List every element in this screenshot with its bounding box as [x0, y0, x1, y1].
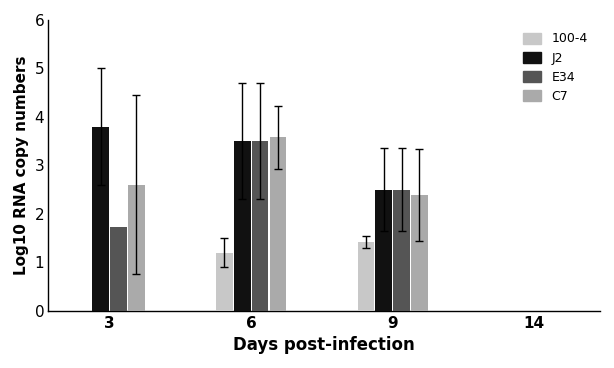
Bar	[270, 137, 286, 311]
X-axis label: Days post-infection: Days post-infection	[233, 336, 415, 354]
Bar	[234, 141, 251, 311]
Bar	[375, 190, 392, 311]
Bar	[216, 252, 233, 311]
Bar	[111, 227, 127, 311]
Bar	[93, 127, 109, 311]
Legend: 100-4, J2, E34, C7: 100-4, J2, E34, C7	[516, 26, 594, 109]
Bar	[252, 141, 268, 311]
Y-axis label: Log10 RNA copy numbers: Log10 RNA copy numbers	[14, 56, 29, 275]
Bar	[128, 185, 145, 311]
Bar	[357, 242, 374, 311]
Bar	[393, 190, 410, 311]
Bar	[411, 195, 428, 311]
